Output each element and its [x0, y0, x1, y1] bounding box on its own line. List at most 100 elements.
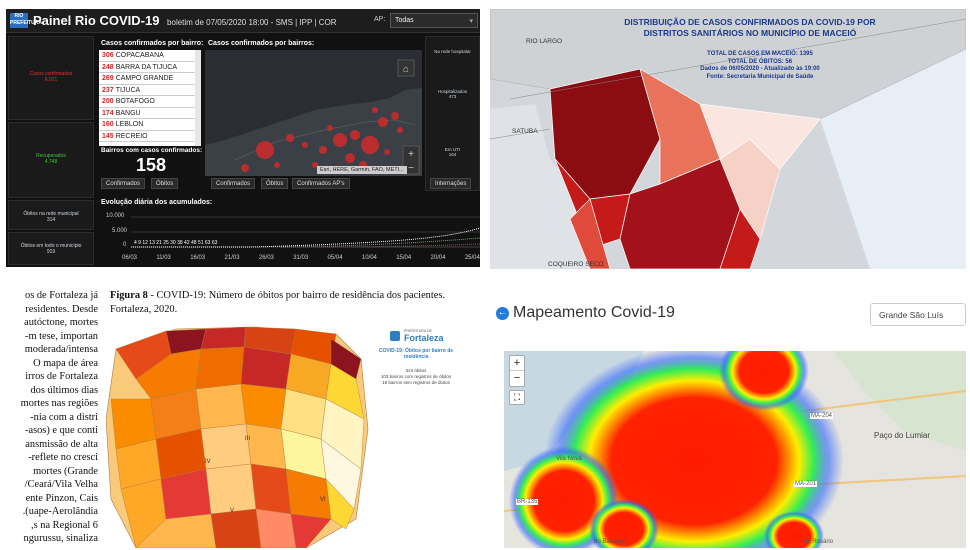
- fortaleza-document: os de Fortaleza já residentes. Desde aut…: [0, 283, 480, 548]
- list-item-count: 160: [102, 121, 114, 128]
- list-item[interactable]: 160 LEBLON: [99, 119, 201, 131]
- region-select[interactable]: Grande São Luís: [870, 303, 966, 326]
- zoom-in-button[interactable]: +: [510, 356, 524, 371]
- heatmap[interactable]: Paço do Lumiar Vila Nova MA-204 MA-201 B…: [504, 351, 966, 548]
- text-line: ente Pinzon, Cais: [25, 492, 98, 504]
- text-line: residentes. Desde: [25, 303, 98, 315]
- x-tick: 15/04: [396, 255, 412, 261]
- list-item-name: TIJUCA: [115, 86, 141, 94]
- tab-obitos[interactable]: Óbitos: [151, 178, 179, 189]
- zoom-out-button[interactable]: −: [513, 372, 521, 384]
- text-line: s na Regional 6,: [31, 519, 98, 531]
- tab-internacoes[interactable]: Internações: [430, 178, 472, 189]
- list-item[interactable]: 306 COPACABANA: [99, 50, 201, 62]
- place-paco-lumiar: Paço do Lumiar: [874, 431, 931, 440]
- rio-map[interactable]: ⌂ + −: [205, 50, 422, 176]
- text-line: moderada/intensa: [24, 344, 98, 355]
- map-title: Casos confirmados por bairros:: [208, 40, 315, 47]
- zoom-control: + −: [509, 355, 525, 387]
- list-item[interactable]: 237 TIJUCA: [99, 85, 201, 96]
- maceio-info: TOTAL DE CASOS EM MACEIÓ: 1395 TOTAL DE …: [610, 51, 910, 81]
- mapeamento-title: Mapeamento Covid-19: [513, 304, 675, 321]
- rio-logo: RIO PREFEITURA: [10, 13, 42, 28]
- bairros-value: 158: [136, 155, 167, 175]
- ap-label: AP:: [374, 16, 386, 23]
- panel-recovered: Recuperados 4.748: [8, 122, 94, 198]
- evolution-chart: [131, 216, 480, 248]
- road-br135: BR-135: [516, 499, 539, 505]
- rio-header: RIO PREFEITURA Painel Rio COVID-19 bolet…: [6, 9, 480, 33]
- text-line: asos) e que conti-: [24, 425, 98, 436]
- list-item-name: RECREIO: [115, 132, 148, 140]
- panel-deaths-network: Óbitos na rede municipal 314: [8, 200, 94, 230]
- x-tick: 21/03: [224, 255, 240, 261]
- list-item-name: COPACABANA: [115, 52, 164, 59]
- x-tick: 26/03: [258, 255, 274, 261]
- confirmed-total: Casos confirmados 6.021: [29, 71, 73, 83]
- zoom-in-icon[interactable]: +: [408, 149, 414, 160]
- y-tick-10000: 10.000: [106, 213, 125, 219]
- list-item-count: 306: [102, 52, 114, 59]
- evolution-title: Evolução diária dos acumulados:: [101, 199, 213, 206]
- map-credit: Esri, HERE, Garmin, FAO, METI...: [317, 166, 407, 174]
- text-line: autóctone, mortes: [24, 317, 98, 328]
- heatmap-canvas: [504, 351, 966, 548]
- rio-bulletin: boletim de 07/05/2020 18:00 - SMS | IPP …: [167, 18, 337, 27]
- list-item-name: BARRA DA TIJUCA: [115, 63, 178, 71]
- list-item-count: 248: [102, 63, 114, 71]
- text-line: mortes (Grande: [33, 465, 98, 477]
- tab-map-confirmados[interactable]: Confirmados: [211, 178, 256, 189]
- info-total-deaths: TOTAL DE ÓBITOS: 56: [727, 58, 793, 65]
- x-tick: 31/03: [293, 255, 309, 261]
- x-tick: 20/04: [430, 255, 446, 261]
- place-bacanga: do Bacanga: [594, 539, 627, 545]
- text-line: ngurussu, sinaliza: [23, 533, 98, 544]
- text-line: Ceará/Vila Velha/: [24, 479, 98, 490]
- ap-select-value: Todas: [395, 17, 414, 24]
- left-paragraph: os de Fortaleza já residentes. Desde aut…: [4, 289, 98, 546]
- list-scrollbar[interactable]: [195, 50, 201, 146]
- text-line: O mapa de área: [33, 357, 98, 369]
- zoom-out-icon[interactable]: −: [408, 163, 414, 174]
- road-ma201: MA-201: [794, 481, 818, 487]
- x-tick: 11/03: [156, 255, 171, 261]
- maceio-title: DISTRIBUIÇÃO DE CASOS CONFIRMADOS DA COV…: [624, 17, 876, 38]
- back-arrow-icon[interactable]: ←: [496, 307, 509, 320]
- home-icon[interactable]: ⌂: [403, 64, 409, 75]
- x-tick: 05/04: [327, 255, 343, 261]
- text-line: ansmissão de alta: [25, 438, 98, 450]
- fortaleza-box-stats: 324 óbitos 103 bairros com registros de …: [373, 368, 459, 386]
- tab-map-aps[interactable]: Confirmados AP's: [292, 178, 350, 189]
- tab-map-obitos[interactable]: Óbitos: [261, 178, 289, 189]
- y-tick-0: 0: [123, 242, 127, 248]
- x-axis: 06/03 11/03 16/03 21/03 26/03 31/03 05/0…: [122, 255, 480, 261]
- deaths-city-total: Óbitos em todo o município 919: [20, 243, 82, 255]
- label-rio-largo: RIO LARGO: [526, 38, 563, 45]
- rio-dashboard: RIO PREFEITURA Painel Rio COVID-19 bolet…: [6, 9, 480, 267]
- list-item[interactable]: 269 CAMPO GRANDE: [99, 73, 201, 85]
- list-item-count: 174: [102, 109, 114, 117]
- fortaleza-logo-text: Fortaleza: [404, 333, 444, 343]
- list-item-count: 269: [102, 75, 114, 82]
- bairro-list[interactable]: 306 COPACABANA 248 BARRA DA TIJUCA 269 CAMP…: [99, 50, 201, 146]
- text-line: os de Fortaleza já: [25, 290, 98, 301]
- list-item[interactable]: 145 RECREIO: [99, 131, 201, 142]
- fortaleza-logo-box: PREFEITURA DE Fortaleza: [366, 327, 466, 427]
- place-rosario: do Rosário: [804, 539, 834, 545]
- list-item[interactable]: 174 BANGU: [99, 108, 201, 119]
- info-source: Fonte: Secretaria Municipal de Saúde: [706, 73, 814, 80]
- list-item[interactable]: 200 BOTAFOGO: [99, 96, 201, 108]
- tab-confirmados[interactable]: Confirmados: [101, 178, 146, 189]
- rio-title: Painel Rio COVID-19 boletim de 07/05/202…: [33, 13, 336, 28]
- mapeamento-page: ← Mapeamento Covid-19 Grande São Luís: [490, 283, 966, 548]
- label-satuba: SATUBA: [512, 128, 538, 135]
- list-item[interactable]: 248 BARRA DA TIJUCA: [99, 62, 201, 73]
- ap-select[interactable]: Todas ▾: [390, 13, 478, 28]
- chevron-down-icon: ▾: [469, 18, 473, 25]
- info-total-cases: TOTAL DE CASOS EM MACEIÓ: 1395: [707, 51, 813, 57]
- fullscreen-icon[interactable]: ⛶: [509, 390, 525, 405]
- x-tick: 10/04: [361, 255, 377, 261]
- list-title: Casos confirmados por bairro:: [101, 40, 204, 47]
- region-label: III: [245, 436, 251, 442]
- text-line: uape-Aerolândia).: [22, 506, 98, 517]
